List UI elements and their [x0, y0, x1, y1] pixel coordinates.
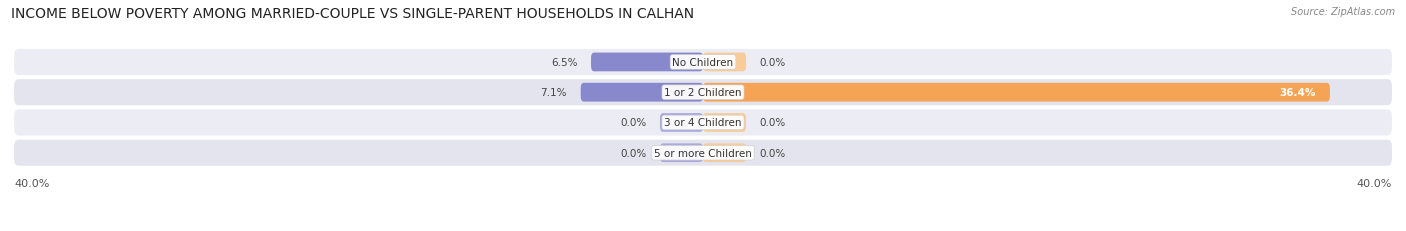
Text: INCOME BELOW POVERTY AMONG MARRIED-COUPLE VS SINGLE-PARENT HOUSEHOLDS IN CALHAN: INCOME BELOW POVERTY AMONG MARRIED-COUPL… [11, 7, 695, 21]
Text: 36.4%: 36.4% [1279, 88, 1316, 98]
FancyBboxPatch shape [659, 114, 703, 132]
Text: No Children: No Children [672, 58, 734, 68]
Text: 0.0%: 0.0% [620, 118, 647, 128]
Text: 6.5%: 6.5% [551, 58, 578, 68]
FancyBboxPatch shape [703, 53, 747, 72]
FancyBboxPatch shape [703, 114, 747, 132]
Text: 0.0%: 0.0% [759, 148, 786, 158]
FancyBboxPatch shape [14, 50, 1392, 76]
FancyBboxPatch shape [703, 144, 747, 162]
Text: 1 or 2 Children: 1 or 2 Children [664, 88, 742, 98]
Text: 40.0%: 40.0% [1357, 178, 1392, 188]
FancyBboxPatch shape [14, 140, 1392, 166]
FancyBboxPatch shape [581, 83, 703, 102]
Text: Source: ZipAtlas.com: Source: ZipAtlas.com [1291, 7, 1395, 17]
Text: 5 or more Children: 5 or more Children [654, 148, 752, 158]
FancyBboxPatch shape [703, 83, 1330, 102]
FancyBboxPatch shape [14, 80, 1392, 106]
FancyBboxPatch shape [659, 144, 703, 162]
Text: 0.0%: 0.0% [759, 58, 786, 68]
Text: 7.1%: 7.1% [540, 88, 567, 98]
Text: 40.0%: 40.0% [14, 178, 49, 188]
Text: 3 or 4 Children: 3 or 4 Children [664, 118, 742, 128]
FancyBboxPatch shape [14, 110, 1392, 136]
Text: 0.0%: 0.0% [759, 118, 786, 128]
Text: 0.0%: 0.0% [620, 148, 647, 158]
FancyBboxPatch shape [591, 53, 703, 72]
